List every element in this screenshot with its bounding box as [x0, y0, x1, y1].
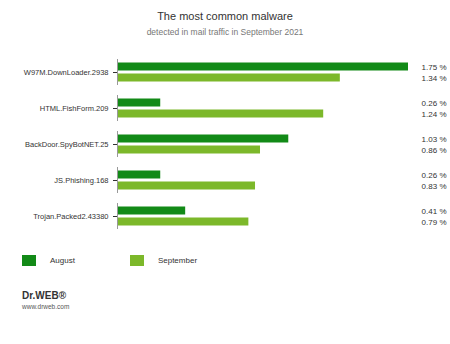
- html-text:www.drweb.com: www.drweb.com: [22, 303, 70, 310]
- svg-text:0.79 %: 0.79 %: [422, 218, 447, 227]
- svg-text:BackDoor.SpyBotNET.25: BackDoor.SpyBotNET.25: [25, 140, 108, 149]
- svg-text:HTML.FishForm.209: HTML.FishForm.209: [40, 104, 109, 113]
- svg-text:1.03 %: 1.03 %: [422, 135, 447, 144]
- svg-text:0.26 %: 0.26 %: [422, 99, 447, 108]
- svg-text:W97M.DownLoader.2938: W97M.DownLoader.2938: [24, 68, 109, 77]
- svg-text:1.34 %: 1.34 %: [422, 74, 447, 83]
- svg-text:0.26 %: 0.26 %: [422, 171, 447, 180]
- svg-text:Trojan.Packed2.43380: Trojan.Packed2.43380: [33, 212, 108, 221]
- svg-text:0.86 %: 0.86 %: [422, 146, 447, 155]
- html-text:September: September: [157, 256, 197, 265]
- svg-text:1.24 %: 1.24 %: [422, 110, 447, 119]
- html-text:Dr.WEB®: Dr.WEB®: [22, 290, 66, 301]
- svg-text:0.41 %: 0.41 %: [422, 207, 447, 216]
- svg-text:JS.Phishing.168: JS.Phishing.168: [54, 176, 108, 185]
- html-text:The most common malware: The most common malware: [157, 10, 293, 22]
- html-text:detected in mail traffic in Se: detected in mail traffic in September 20…: [146, 27, 304, 37]
- html-text:August: August: [50, 256, 75, 265]
- svg-text:0.83 %: 0.83 %: [422, 182, 447, 191]
- svg-text:1.75 %: 1.75 %: [422, 63, 447, 72]
